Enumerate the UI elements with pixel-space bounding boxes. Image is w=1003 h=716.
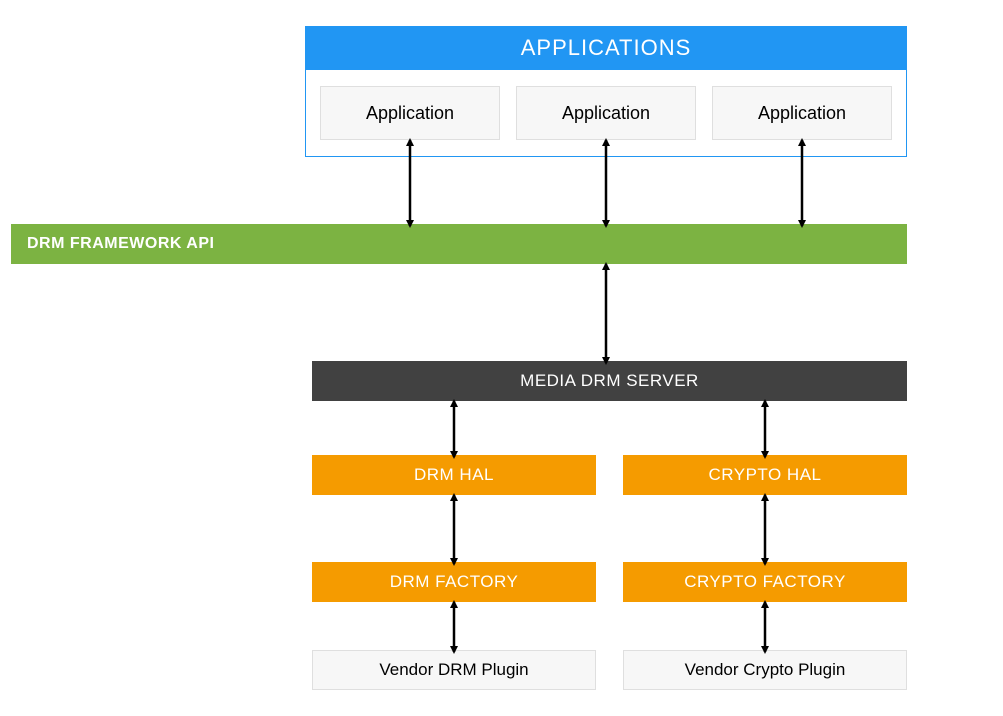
applications-header: APPLICATIONS [305, 26, 907, 70]
application-box-3: Application [712, 86, 892, 140]
crypto-hal-label: CRYPTO HAL [708, 465, 821, 485]
vendor-crypto-plugin-label: Vendor Crypto Plugin [685, 660, 846, 680]
crypto-hal-box: CRYPTO HAL [623, 455, 907, 495]
media-drm-server-label: MEDIA DRM SERVER [520, 371, 699, 391]
application-2-label: Application [562, 103, 650, 124]
drm-hal-box: DRM HAL [312, 455, 596, 495]
crypto-factory-label: CRYPTO FACTORY [684, 572, 846, 592]
drm-factory-box: DRM FACTORY [312, 562, 596, 602]
vendor-crypto-plugin-box: Vendor Crypto Plugin [623, 650, 907, 690]
application-3-label: Application [758, 103, 846, 124]
drm-framework-api-label: DRM FRAMEWORK API [27, 235, 214, 253]
application-box-1: Application [320, 86, 500, 140]
crypto-factory-box: CRYPTO FACTORY [623, 562, 907, 602]
vendor-drm-plugin-box: Vendor DRM Plugin [312, 650, 596, 690]
drm-factory-label: DRM FACTORY [390, 572, 519, 592]
application-box-2: Application [516, 86, 696, 140]
vendor-drm-plugin-label: Vendor DRM Plugin [379, 660, 528, 680]
drm-framework-api-bar: DRM FRAMEWORK API [11, 224, 907, 264]
drm-hal-label: DRM HAL [414, 465, 494, 485]
media-drm-server-bar: MEDIA DRM SERVER [312, 361, 907, 401]
applications-header-label: APPLICATIONS [521, 35, 692, 61]
application-1-label: Application [366, 103, 454, 124]
